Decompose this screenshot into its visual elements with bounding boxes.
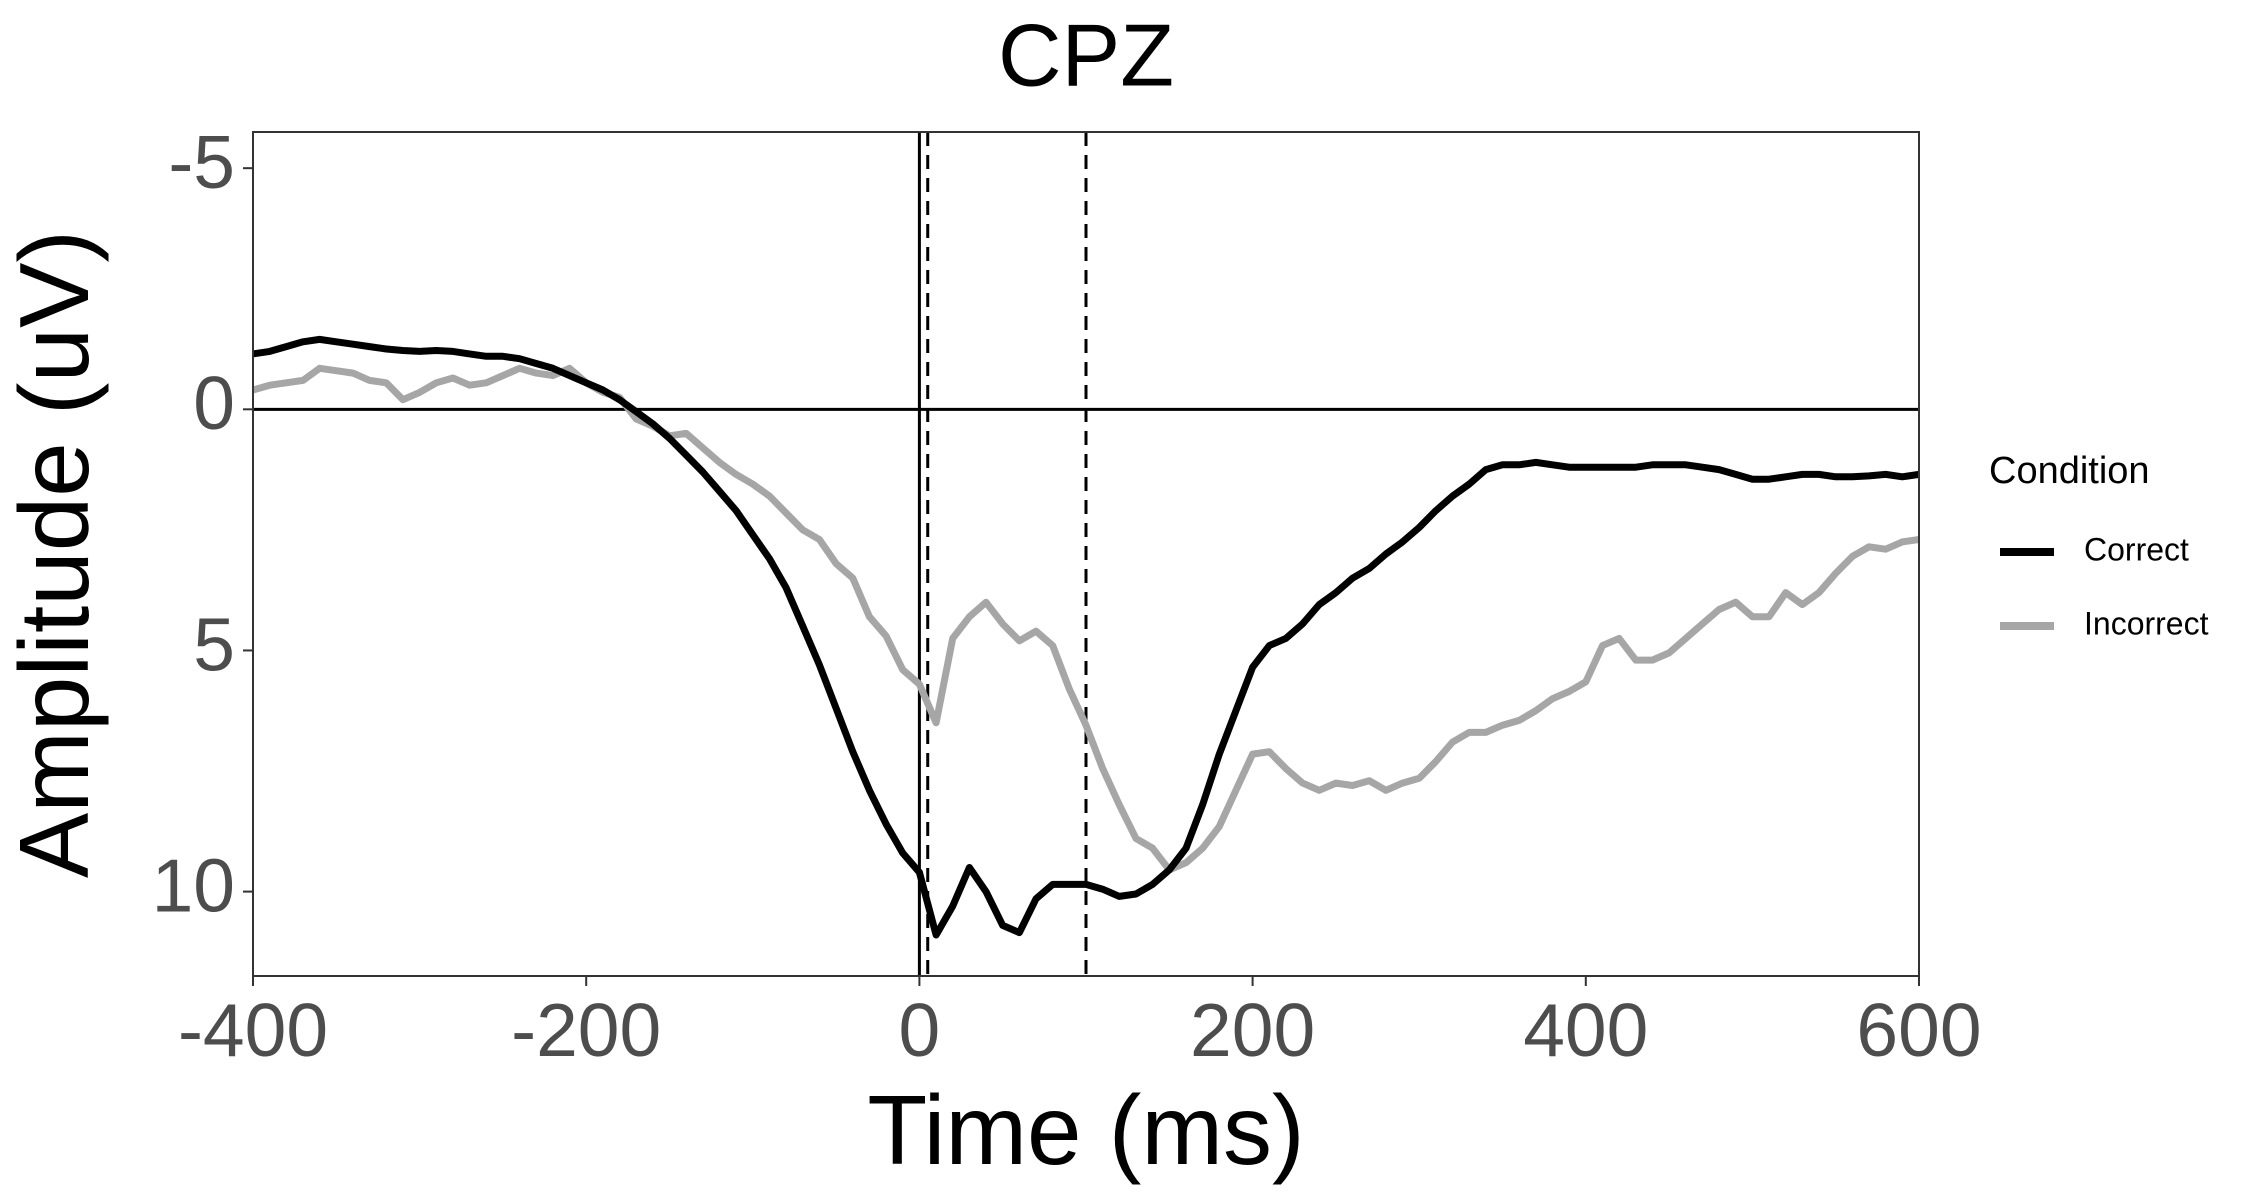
x-tick-label: 600	[1856, 988, 1981, 1072]
y-tick-label: 10	[152, 843, 235, 927]
y-tick-label: 5	[193, 602, 235, 686]
x-tick-label: -400	[178, 988, 328, 1072]
chart-title: CPZ	[998, 5, 1174, 104]
plot-border	[252, 131, 1920, 977]
legend-label: Correct	[2084, 531, 2189, 567]
x-tick-label: 0	[899, 988, 941, 1072]
x-tick-label: 200	[1190, 988, 1315, 1072]
y-tick-label: -5	[168, 120, 235, 204]
legend-label: Incorrect	[2084, 605, 2209, 641]
legend-title: Condition	[1989, 450, 2150, 492]
x-tick-label: 400	[1523, 988, 1648, 1072]
x-axis-title: Time (ms)	[867, 1075, 1304, 1185]
x-tick-label: -200	[511, 988, 661, 1072]
series-line	[252, 364, 1920, 874]
series-line	[252, 335, 1920, 939]
y-tick-label: 0	[193, 361, 235, 445]
y-axis-title: Amplitude (uV)	[0, 230, 109, 878]
